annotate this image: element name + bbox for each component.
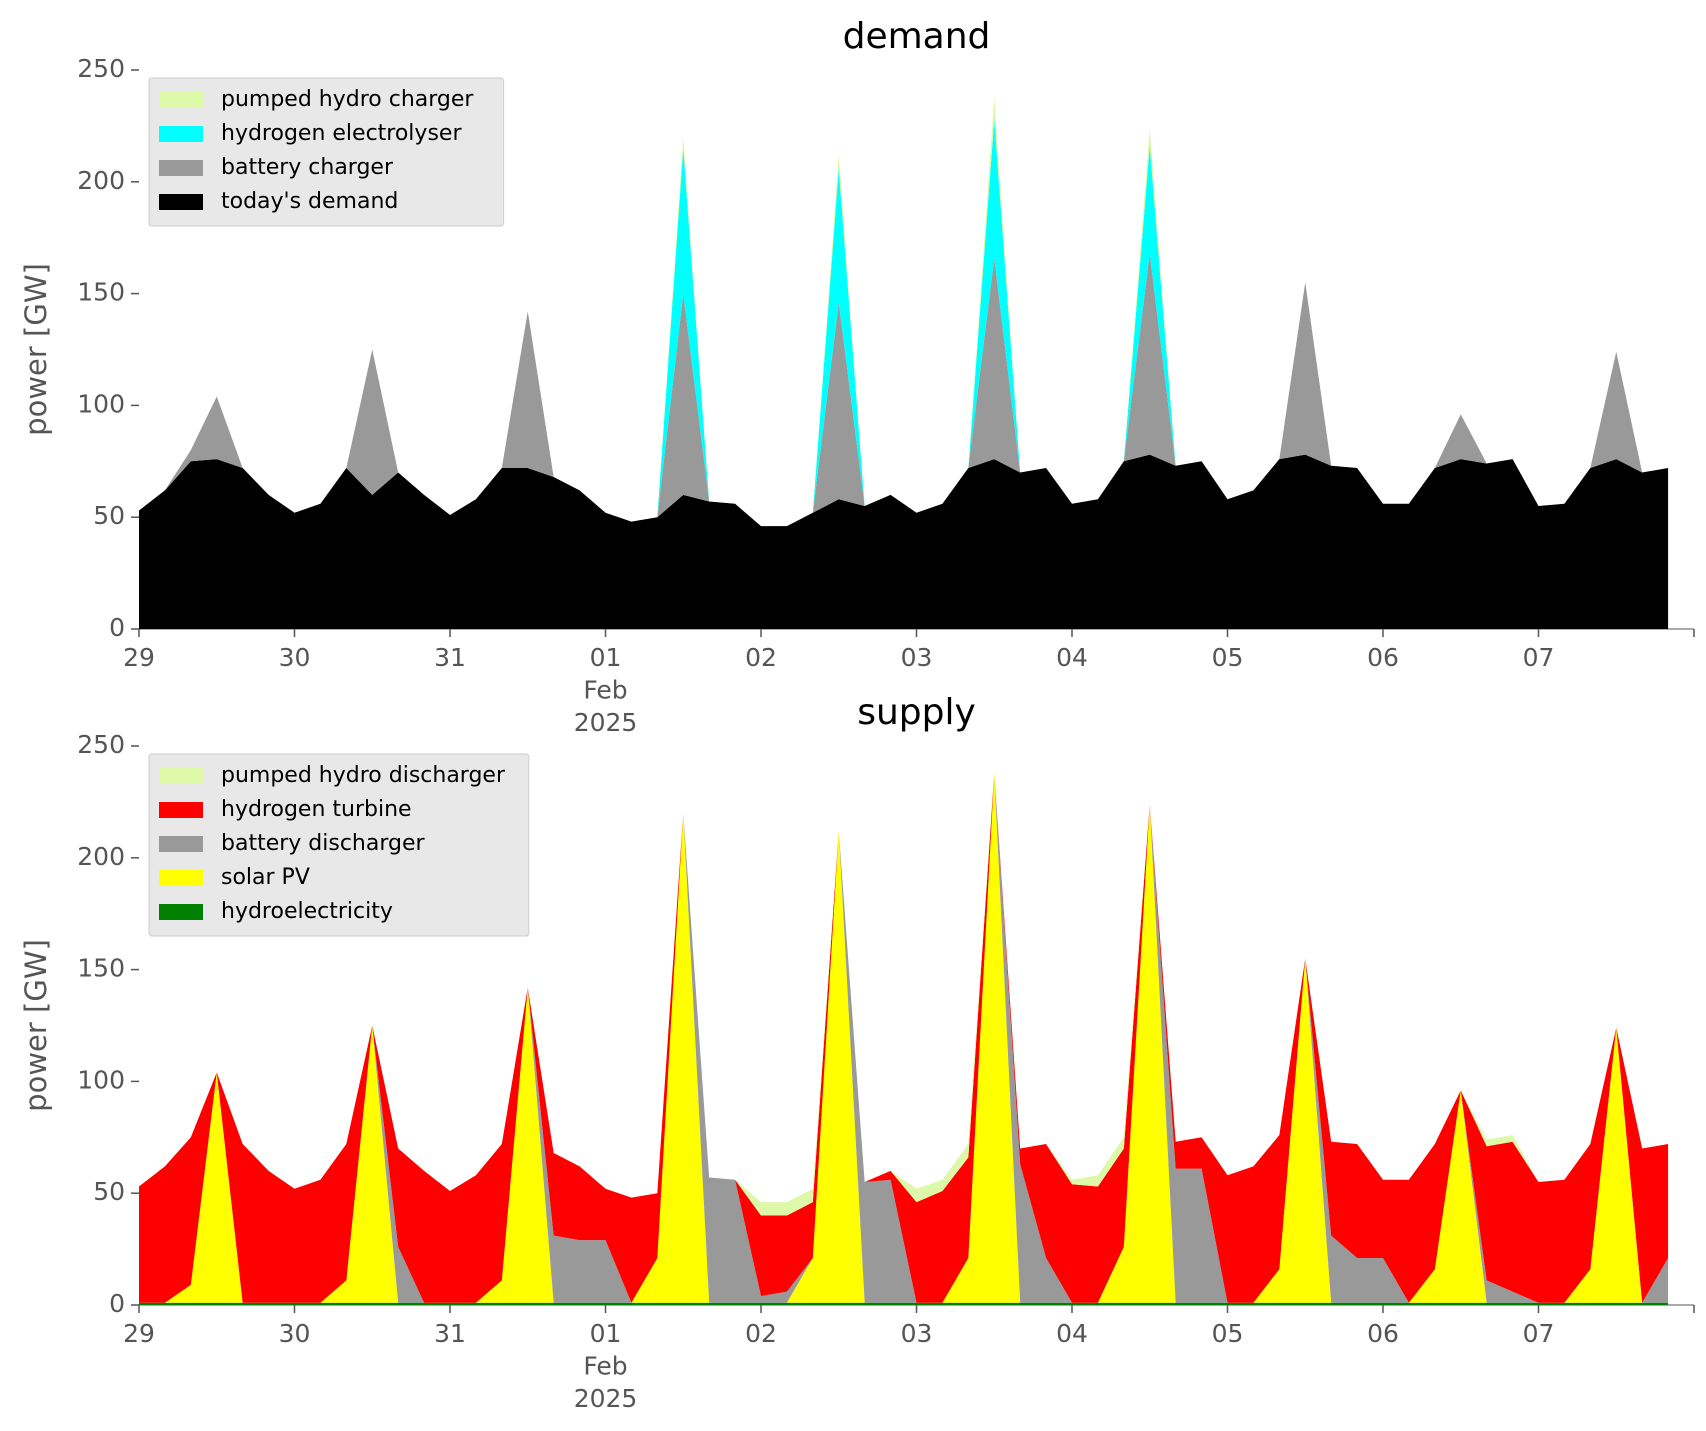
x-tick-label: 07 <box>1523 1319 1555 1348</box>
x-tick-label: 04 <box>1056 643 1088 672</box>
area <box>139 772 1669 1303</box>
x-tick-label: 05 <box>1212 1319 1244 1348</box>
y-tick-label: 100 <box>77 1065 125 1094</box>
y-tick-label: 0 <box>109 613 125 642</box>
area <box>139 1302 1669 1305</box>
x-tick-label: 04 <box>1056 1319 1088 1348</box>
x-tick-label: 30 <box>279 643 311 672</box>
x-tick-label: 31 <box>434 1319 466 1348</box>
legend-box <box>148 77 505 227</box>
x-tick-label: 02 <box>745 643 777 672</box>
legend-swatch <box>159 160 203 176</box>
y-tick-label: 100 <box>77 389 125 418</box>
x-tick-label: 29 <box>123 1319 155 1348</box>
legend: pumped hydro discharger hydrogen turbine b… <box>148 753 530 937</box>
y-tick-label: 50 <box>93 1177 125 1206</box>
x-tick-label: 31 <box>434 643 466 672</box>
y-axis-label: power [GW] <box>19 263 53 436</box>
legend-label: today's demand <box>221 189 398 214</box>
legend-swatch <box>159 802 203 818</box>
legend-label: hydrogen electrolyser <box>221 121 462 146</box>
legend-label: pumped hydro charger <box>221 87 474 112</box>
y-tick-label: 250 <box>77 54 125 83</box>
legend-swatch <box>159 870 203 886</box>
legend-swatch <box>159 768 203 784</box>
legend-label: hydrogen turbine <box>221 797 412 822</box>
legend: pumped hydro charger hydrogen electrolyse… <box>148 77 505 227</box>
legend-label: pumped hydro discharger <box>221 763 506 788</box>
area <box>139 454 1669 629</box>
legend-label: hydroelectricity <box>221 899 393 924</box>
x-tick-label: 03 <box>901 1319 933 1348</box>
chart-title: demand <box>843 16 991 57</box>
legend-swatch <box>159 126 203 142</box>
legend-swatch <box>159 194 203 210</box>
legend-box <box>148 753 530 937</box>
y-tick-label: 200 <box>77 166 125 195</box>
legend-label: battery discharger <box>221 831 426 856</box>
y-tick-label: 150 <box>77 954 125 983</box>
x-tick-label: 30 <box>279 1319 311 1348</box>
x-tick-label: 01 Feb 2025 <box>574 643 638 737</box>
x-tick-label: 02 <box>745 1319 777 1348</box>
chart-title: supply <box>857 692 976 733</box>
y-tick-label: 50 <box>93 501 125 530</box>
area <box>139 253 1669 527</box>
x-tick-label: 01 Feb 2025 <box>574 1319 638 1413</box>
legend-swatch <box>159 904 203 920</box>
legend-label: solar PV <box>221 865 310 890</box>
y-axis-label: power [GW] <box>19 939 53 1112</box>
y-tick-label: 0 <box>109 1289 125 1318</box>
legend-swatch <box>159 92 203 108</box>
area <box>139 772 1669 1303</box>
x-tick-label: 05 <box>1212 643 1244 672</box>
x-tick-label: 06 <box>1367 1319 1399 1348</box>
legend-label: battery charger <box>221 155 394 180</box>
x-tick-label: 03 <box>901 643 933 672</box>
x-tick-label: 06 <box>1367 643 1399 672</box>
x-tick-label: 07 <box>1523 643 1555 672</box>
legend-swatch <box>159 836 203 852</box>
x-tick-label: 29 <box>123 643 155 672</box>
y-tick-label: 200 <box>77 842 125 871</box>
y-tick-label: 250 <box>77 730 125 759</box>
y-tick-label: 150 <box>77 278 125 307</box>
